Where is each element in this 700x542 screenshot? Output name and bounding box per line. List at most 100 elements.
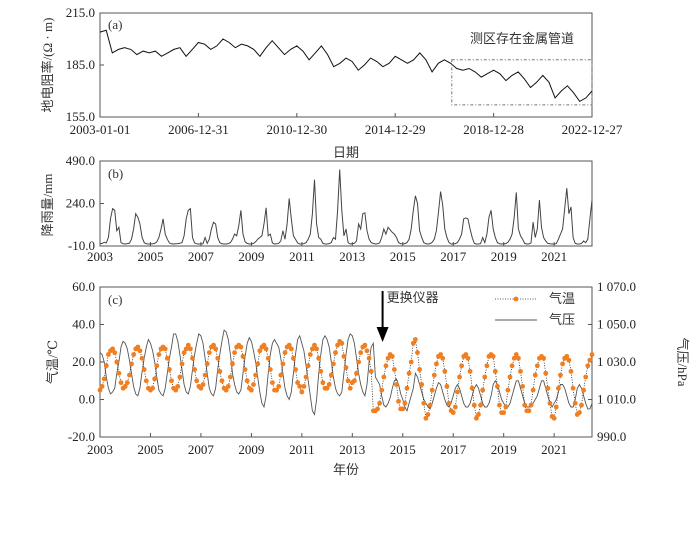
temperature-point — [383, 363, 389, 369]
temperature-point — [164, 355, 170, 361]
temperature-point — [442, 368, 448, 374]
temperature-point — [377, 400, 383, 406]
temperature-point — [219, 378, 225, 384]
y-axis-label: 地电阻率/(Ω · m) — [40, 18, 55, 113]
temperature-point — [303, 374, 309, 380]
temperature-point — [206, 350, 212, 356]
temperature-point — [463, 352, 469, 357]
temperature-point — [162, 346, 168, 352]
temperature-point — [301, 383, 307, 389]
temperature-point — [473, 415, 479, 421]
x-tick-label: 2015 — [390, 442, 416, 457]
x-tick-label: 2014-12-29 — [365, 122, 426, 137]
temperature-point — [450, 410, 456, 416]
x-tick-label: 2021 — [541, 442, 567, 457]
panel-a-frame — [99, 12, 593, 118]
temperature-point — [379, 387, 385, 393]
temperature-point — [492, 368, 498, 374]
temperature-point — [156, 352, 162, 357]
y-tick-label-right: 1 010.0 — [597, 392, 636, 407]
x-tick-label: 2017 — [440, 249, 467, 264]
temperature-point — [143, 378, 149, 384]
temperature-point — [362, 342, 368, 348]
temperature-point — [455, 389, 460, 395]
temperature-point — [568, 368, 574, 374]
temperature-point — [459, 363, 465, 369]
temperature-point — [192, 367, 198, 372]
temperature-point — [238, 344, 244, 350]
y-tick-label-right: 1 050.0 — [597, 317, 636, 332]
temperature-point — [427, 402, 433, 408]
x-tick-label: 2013 — [339, 249, 365, 264]
temperature-point — [101, 376, 107, 382]
legend-pressure-label: 气压 — [549, 312, 575, 327]
temperature-point — [183, 346, 189, 352]
temperature-point — [225, 383, 231, 389]
temperature-point — [476, 412, 481, 417]
temperature-point — [494, 383, 500, 389]
legend-temperature-label: 气温 — [549, 291, 575, 306]
temperature-point — [339, 340, 345, 346]
rainfall-line — [99, 169, 593, 245]
legend-temperature-marker — [513, 296, 519, 302]
x-tick-label: 2007 — [188, 249, 215, 264]
temperature-point — [227, 374, 233, 380]
temperature-point — [282, 350, 288, 356]
temperature-point — [316, 355, 322, 361]
temperature-point — [267, 367, 273, 372]
temperature-point — [421, 400, 427, 406]
temperature-point — [545, 385, 551, 391]
temperature-point — [181, 350, 187, 356]
temperature-point — [127, 372, 132, 378]
temperature-point — [293, 367, 298, 372]
temperature-point — [581, 387, 586, 393]
temperature-point — [103, 363, 109, 369]
x-tick-label: 2019 — [491, 249, 517, 264]
temperature-point — [154, 363, 160, 369]
temperature-point — [307, 352, 313, 357]
temperature-point — [530, 387, 536, 393]
temperature-point — [419, 382, 425, 387]
y-tick-label-left: 0.0 — [79, 392, 95, 407]
x-tick-label: 2015 — [390, 249, 416, 264]
temperature-point — [185, 342, 191, 348]
temperature-point — [314, 346, 319, 352]
x-tick-label: 2003 — [87, 249, 113, 264]
x-tick-label: 2005 — [137, 442, 163, 457]
temperature-point — [223, 387, 229, 393]
temperature-point — [394, 382, 399, 387]
temperature-point — [572, 400, 578, 406]
temperature-point — [478, 402, 483, 408]
temperature-point — [251, 382, 256, 387]
temperature-point — [173, 387, 179, 393]
temperature-point — [408, 359, 414, 365]
temperature-point — [352, 378, 357, 384]
temperature-point — [389, 353, 395, 359]
temperature-point — [274, 387, 280, 393]
temperature-point — [434, 361, 439, 367]
temperature-point — [534, 363, 540, 369]
temperature-point — [452, 404, 458, 410]
y-tick-label-left: 20.0 — [72, 354, 95, 369]
x-tick-label: 2022-12-27 — [562, 122, 623, 137]
temperature-point — [152, 376, 158, 382]
temperature-point — [166, 367, 172, 372]
temperature-point — [560, 361, 565, 367]
x-tick-label: 2009 — [238, 442, 264, 457]
temperature-point — [585, 363, 591, 369]
temperature-point — [471, 402, 477, 408]
x-tick-label: 2021 — [541, 249, 567, 264]
temperature-point — [564, 353, 570, 359]
temperature-point — [175, 383, 181, 389]
temperature-point — [288, 346, 294, 352]
temperature-point — [406, 370, 412, 376]
temperature-point — [213, 346, 219, 352]
y-tick-label-left: 40.0 — [72, 317, 95, 332]
temperature-point — [326, 382, 332, 387]
y-tick-label-left: 60.0 — [72, 279, 95, 294]
temperature-point — [410, 340, 416, 346]
x-tick-label: 2013 — [339, 442, 365, 457]
temperature-point — [309, 346, 315, 352]
temperature-point — [391, 367, 397, 372]
temperature-point — [412, 337, 418, 342]
